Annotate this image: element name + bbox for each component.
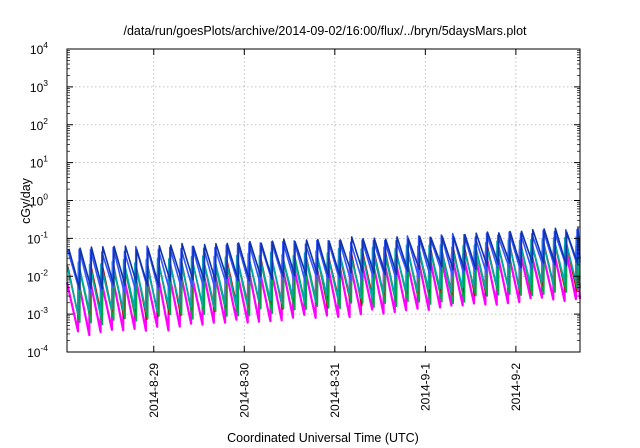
x-axis: 2014-8-29 2014-8-30 2014-8-31 2014-9-1 2014-…	[147, 49, 523, 418]
x-tick-label: 2014-9-1	[418, 363, 432, 411]
y-tick-label: 10-4	[27, 343, 48, 360]
y-tick-label: 10-1	[27, 229, 48, 246]
y-tick-label: 103	[30, 78, 48, 95]
y-tick-label: 102	[30, 116, 48, 133]
x-tick-label: 2014-8-30	[237, 363, 251, 418]
y-axis: 10-4 10-3 10-2 10-1 100 101 102 103 104	[27, 40, 580, 360]
y-tick-label: 104	[30, 40, 48, 57]
chart-title: /data/run/goesPlots/archive/2014-09-02/1…	[123, 24, 527, 38]
y-tick-label: 101	[30, 154, 48, 171]
x-tick-label: 2014-9-2	[509, 363, 523, 411]
x-axis-label: Coordinated Universal Time (UTC)	[227, 431, 419, 445]
series-layer	[65, 227, 582, 337]
x-tick-label: 2014-8-31	[328, 363, 342, 418]
x-tick-label: 2014-8-29	[147, 363, 161, 418]
y-tick-label: 100	[30, 192, 48, 209]
series-line	[68, 227, 581, 290]
y-tick-label: 10-3	[27, 305, 48, 322]
y-tick-label: 10-2	[27, 267, 48, 284]
y-axis-label: cGy/day	[19, 177, 33, 224]
